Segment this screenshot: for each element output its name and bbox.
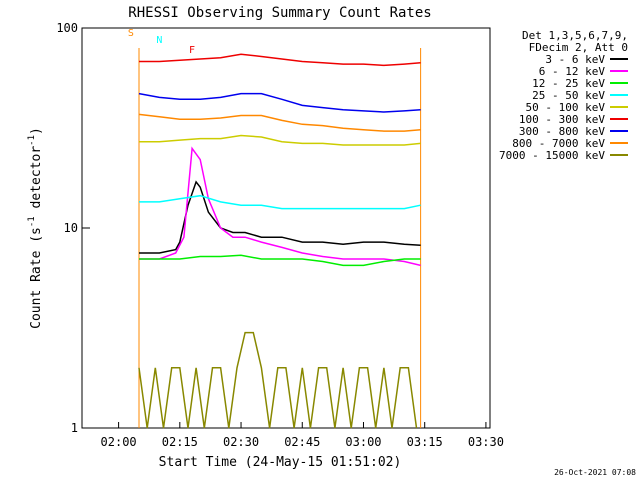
legend: Det 1,3,5,6,7,9, FDecim 2, Att 0 3 - 6 k…: [499, 29, 628, 162]
series-layer: [138, 53, 421, 429]
plot-area: 02:00 02:15 02:30 02:45 03:00 03:15 03:30 1101…: [56, 21, 504, 449]
legend-label-7: 800 - 7000 keV: [512, 137, 605, 150]
y-label-exp-1: -1: [27, 216, 37, 227]
legend-label-6: 300 - 800 keV: [519, 125, 605, 138]
legend-label-1: 6 - 12 keV: [539, 65, 606, 78]
saa-night-bands: [138, 48, 422, 428]
chart-title: RHESSI Observing Summary Count Rates: [128, 5, 431, 21]
y-label-end: ): [29, 127, 44, 135]
x-ticks: 02:00 02:15 02:30 02:45 03:00 03:15 03:30: [101, 422, 504, 449]
y-tick-label-2: 100: [56, 21, 78, 35]
y-label-main: Count Rate (s: [29, 227, 44, 329]
legend-header-1: Det 1,3,5,6,7,9,: [522, 29, 628, 42]
x-axis-label: Start Time (24-May-15 01:51:02): [159, 455, 402, 470]
legend-label-5: 100 - 300 keV: [519, 113, 605, 126]
series-line-2: [139, 254, 421, 267]
y-tick-label-1: 10: [64, 221, 78, 235]
y-label-mid: detector: [29, 146, 44, 217]
x-tick-label-6: 03:30: [468, 435, 504, 449]
series-line-7: [138, 113, 421, 132]
y-ticks: 1 10 100: [56, 21, 90, 435]
legend-label-2: 12 - 25 keV: [532, 77, 605, 90]
series-line-0: [139, 180, 421, 254]
y-tick-label-0: 1: [71, 421, 78, 435]
timestamp: 26-Oct-2021 07:08: [554, 468, 636, 477]
legend-label-4: 50 - 100 keV: [526, 101, 606, 114]
x-tick-label-1: 02:15: [162, 435, 198, 449]
legend-label-3: 25 - 50 keV: [532, 89, 605, 102]
legend-label-0: 3 - 6 keV: [545, 53, 605, 66]
series-line-8: [138, 331, 418, 429]
y-axis-label: Count Rate (s-1 detector-1): [27, 127, 44, 329]
y-label-exp-2: -1: [27, 135, 37, 146]
series-line-3: [139, 194, 421, 210]
legend-label-8: 7000 - 15000 keV: [499, 149, 605, 162]
annotation-1: N: [156, 35, 162, 46]
legend-header-2: FDecim 2, Att 0: [529, 41, 628, 54]
series-line-6: [138, 92, 421, 113]
x-tick-label-5: 03:15: [407, 435, 443, 449]
x-tick-label-0: 02:00: [101, 435, 137, 449]
annotation-0: S: [128, 28, 134, 39]
series-line-1: [139, 146, 421, 267]
annotations: S N F: [128, 28, 195, 56]
svg-text:Count Rate (s-1 detector-1): Count Rate (s-1 detector-1): [27, 127, 44, 329]
x-tick-label-3: 02:45: [284, 435, 320, 449]
x-tick-label-4: 03:00: [345, 435, 381, 449]
series-line-5: [139, 53, 421, 67]
x-tick-label-2: 02:30: [223, 435, 259, 449]
annotation-2: F: [189, 45, 195, 56]
series-line-4: [139, 134, 421, 146]
